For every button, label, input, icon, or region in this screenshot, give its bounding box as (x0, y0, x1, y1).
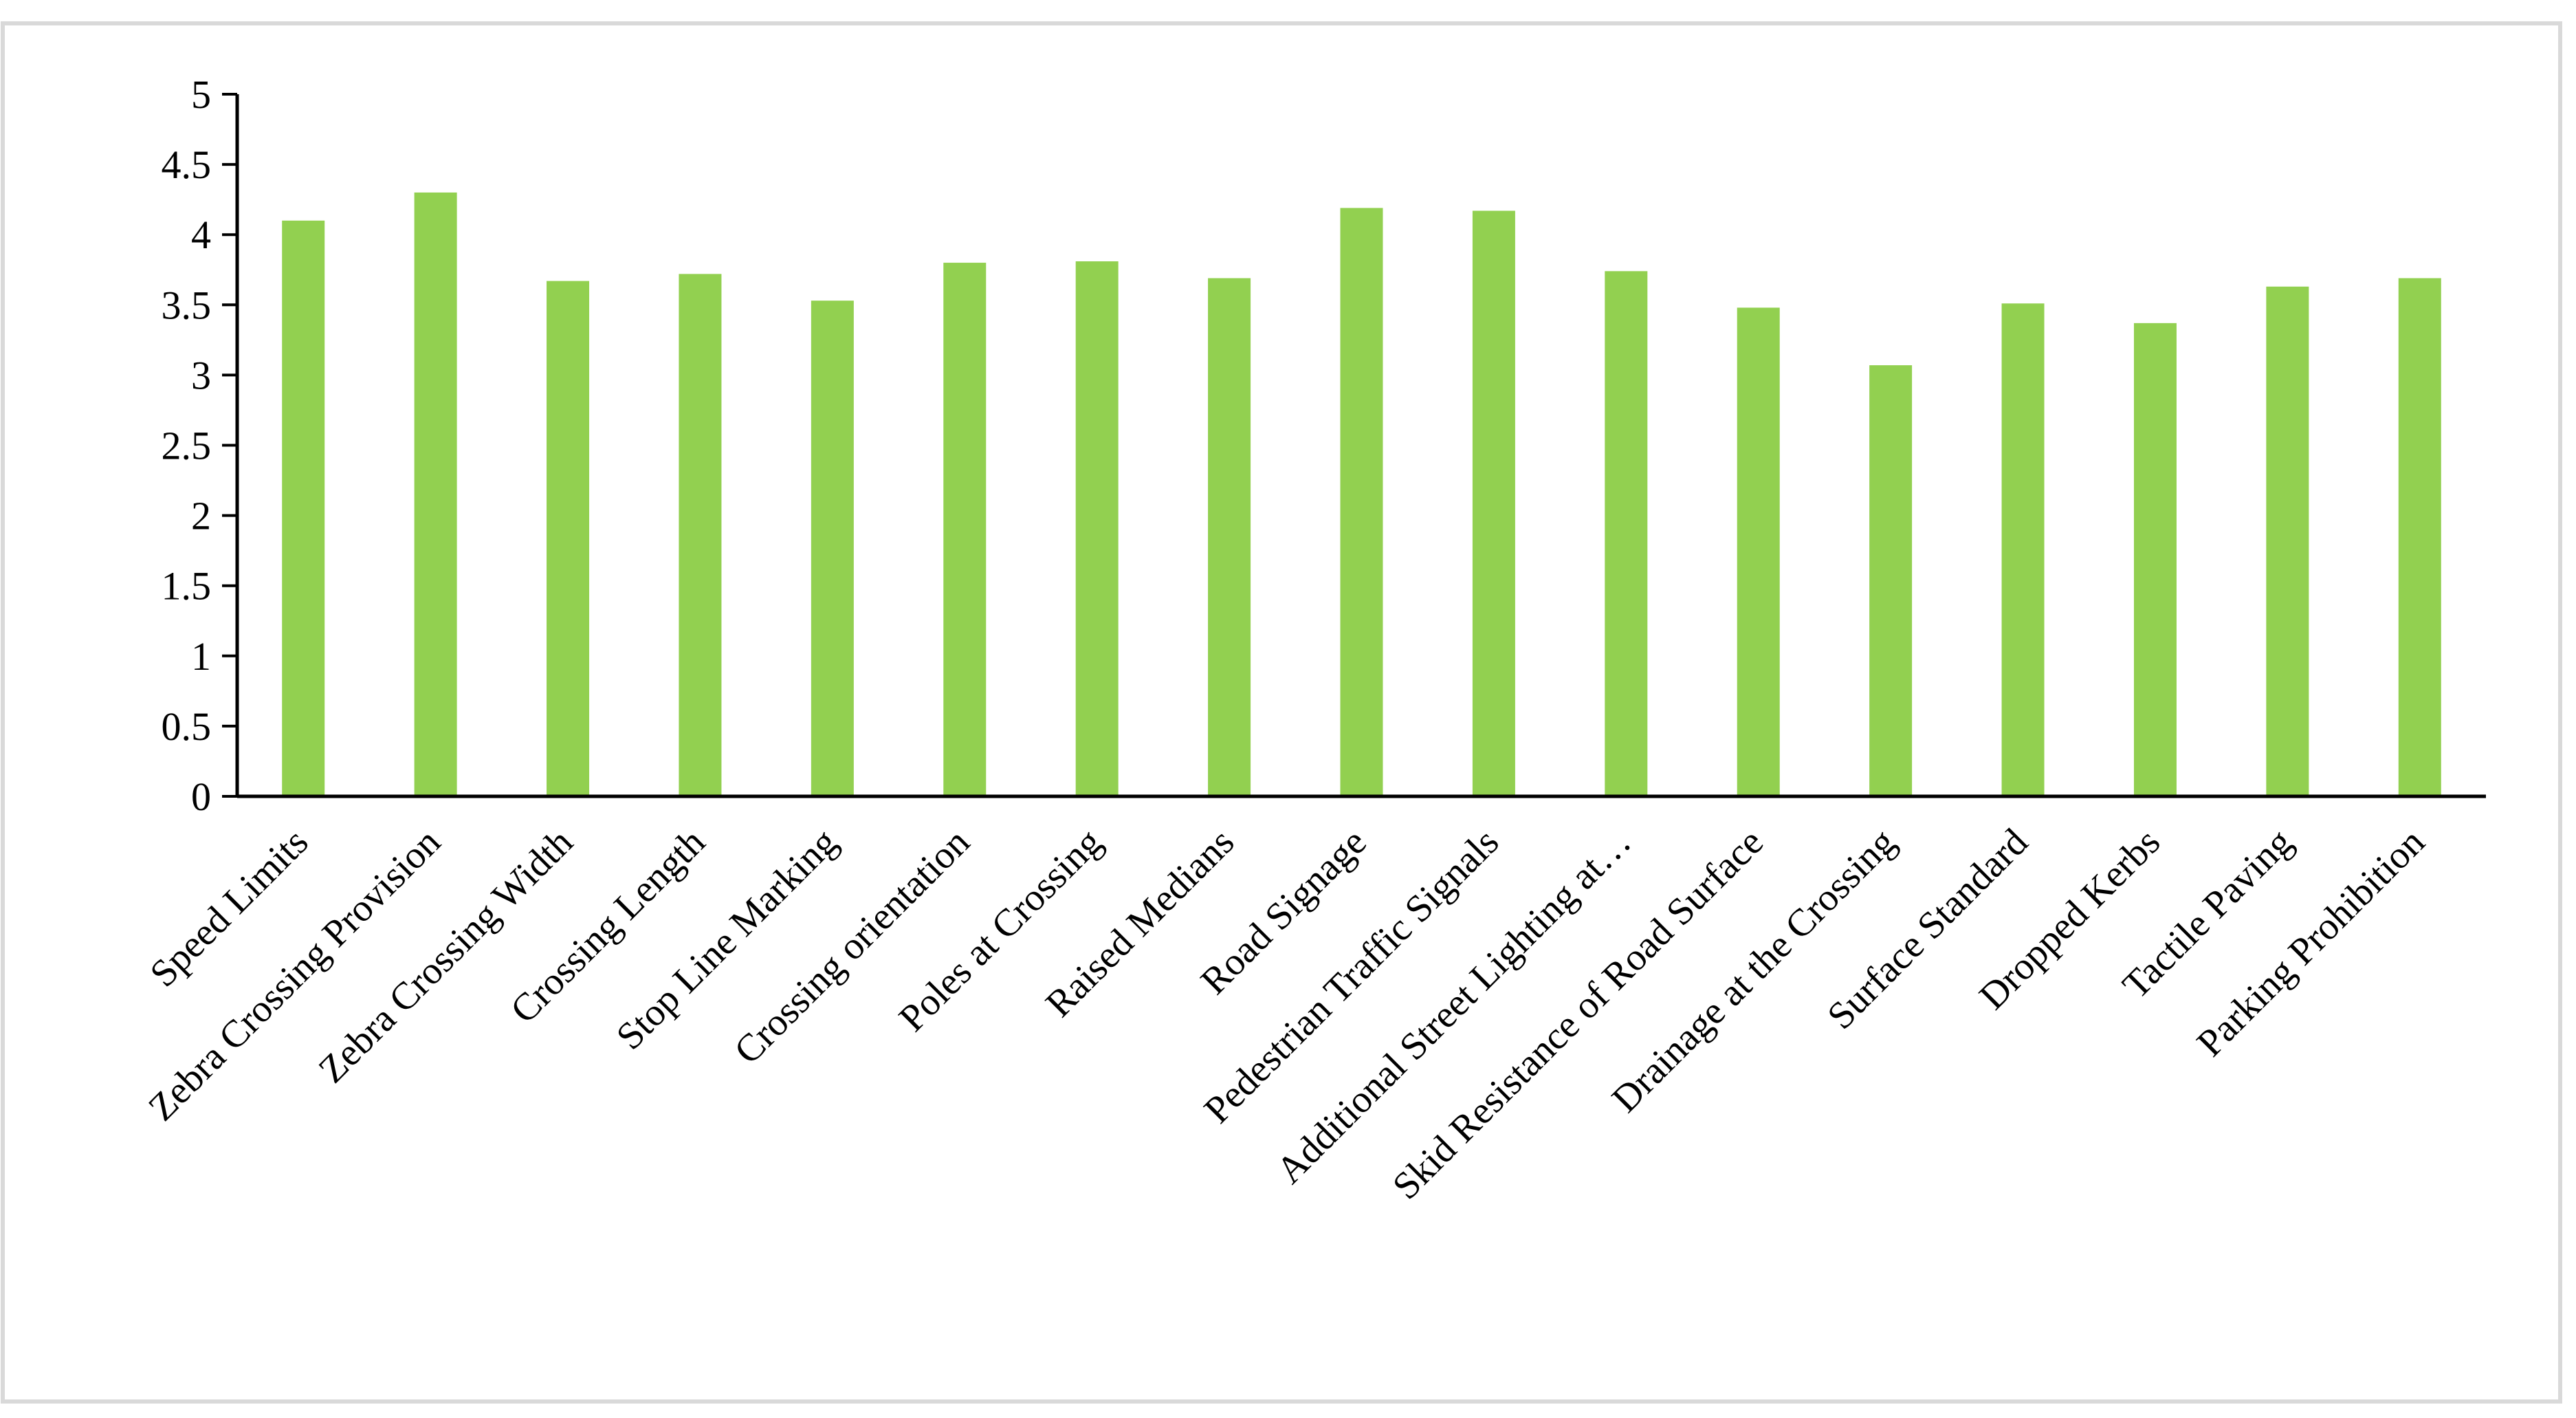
y-tick-label: 4.5 (162, 142, 212, 187)
y-tick-label: 1.5 (162, 564, 212, 609)
bar (1605, 271, 1648, 796)
bar (2398, 278, 2441, 796)
y-tick-label: 3.5 (162, 283, 212, 327)
y-tick-label: 2 (191, 494, 211, 538)
bars (282, 192, 2441, 797)
y-tick-label: 0 (191, 774, 211, 819)
bar (811, 301, 854, 796)
bar (2001, 303, 2045, 796)
bar (1737, 307, 1780, 796)
bar (414, 192, 457, 796)
bar (1075, 261, 1119, 796)
bar (1869, 365, 1913, 796)
bar (2266, 286, 2309, 796)
bar (1340, 208, 1383, 797)
bar (943, 263, 987, 796)
bar (547, 281, 590, 796)
y-tick-label: 4 (191, 212, 211, 257)
y-tick-label: 5 (191, 72, 211, 117)
bar (1208, 278, 1251, 796)
y-axis-ticks: 0 0.5 1 1.5 2 2.5 3 3.5 4 4.5 5 (162, 72, 237, 819)
bar (679, 274, 722, 797)
chart-border (1, 21, 2562, 1404)
y-tick-label: 0.5 (162, 704, 212, 749)
y-tick-label: 1 (191, 634, 211, 679)
bar (1472, 210, 1515, 797)
bar (282, 220, 325, 796)
y-tick-label: 2.5 (162, 424, 212, 468)
y-tick-label: 3 (191, 353, 211, 397)
bar (2133, 323, 2177, 796)
